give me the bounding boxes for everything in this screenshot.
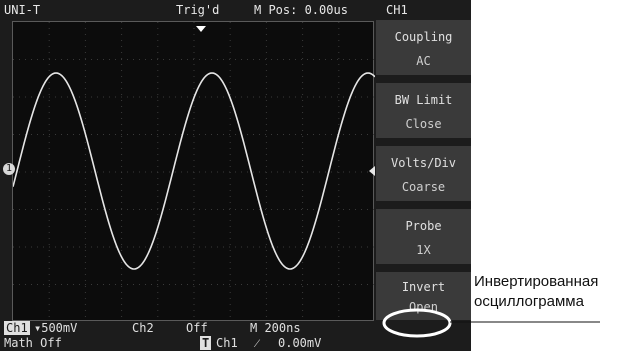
brand-label: UNI-T xyxy=(4,3,41,17)
channel-marker-label: 1 xyxy=(5,163,13,174)
waveform-trace xyxy=(13,72,375,270)
channel-label: CH1 xyxy=(386,3,408,17)
status-bar: UNI-T Trig'd M Pos: 0.00us CH1 xyxy=(0,0,471,20)
menu-item-value: Close xyxy=(405,117,442,131)
trigger-position-marker xyxy=(196,26,206,32)
menu-item-value: 1X xyxy=(416,243,431,257)
bottom-status-bar: Ch1 ▾500mV Ch2 Off M 200ns Math Off T Ch… xyxy=(0,321,471,351)
annotation-line-2: осциллограмма xyxy=(474,293,584,310)
ch1-scale: ▾500mV xyxy=(34,321,77,335)
menu-item-label: Volts/Div xyxy=(390,156,457,170)
menu-item-label: Probe xyxy=(405,219,442,233)
menu-item-value: AC xyxy=(416,54,431,68)
annotation-line-1: Инвертированная xyxy=(474,273,599,290)
menu-item-value: Open xyxy=(409,300,438,314)
trigger-slope-icon: ⁄ xyxy=(256,336,259,350)
menu-item-label: BW Limit xyxy=(394,93,453,107)
menu-item-probe[interactable]: Probe 1X xyxy=(376,209,471,266)
menu-item-invert[interactable]: Invert Open xyxy=(376,272,471,320)
trigger-status: Trig'd xyxy=(176,3,220,17)
menu-item-coupling[interactable]: Coupling AC xyxy=(376,20,471,77)
menu-item-volts-div[interactable]: Volts/Div Coarse xyxy=(376,146,471,203)
trigger-level: 0.00mV xyxy=(278,336,322,350)
trigger-level-marker xyxy=(369,166,375,176)
ch1-scale-value: 500mV xyxy=(41,321,78,335)
waveform-display xyxy=(12,21,375,322)
math-status: Math Off xyxy=(4,336,62,350)
coupling-arrow-icon: ▾ xyxy=(34,321,42,335)
trigger-icon: T xyxy=(200,336,212,350)
ch1-badge: Ch1 xyxy=(4,321,30,335)
display-grid xyxy=(13,22,375,322)
timebase-readout: M 200ns xyxy=(250,321,301,335)
m-pos-readout: M Pos: 0.00us xyxy=(254,3,348,17)
ch2-label: Ch2 xyxy=(132,321,154,335)
oscilloscope-screen: UNI-T Trig'd M Pos: 0.00us CH1 1 Couplin… xyxy=(0,0,471,351)
menu-item-label: Invert xyxy=(401,280,446,294)
menu-item-value: Coarse xyxy=(401,180,446,194)
menu-item-label: Coupling xyxy=(394,30,453,44)
side-menu: Coupling AC BW Limit Close Volts/Div Coa… xyxy=(376,20,471,320)
trigger-source: Ch1 xyxy=(216,336,238,350)
ch2-state: Off xyxy=(186,321,208,335)
menu-item-bw-limit[interactable]: BW Limit Close xyxy=(376,83,471,140)
channel-marker: 1 xyxy=(3,163,15,175)
